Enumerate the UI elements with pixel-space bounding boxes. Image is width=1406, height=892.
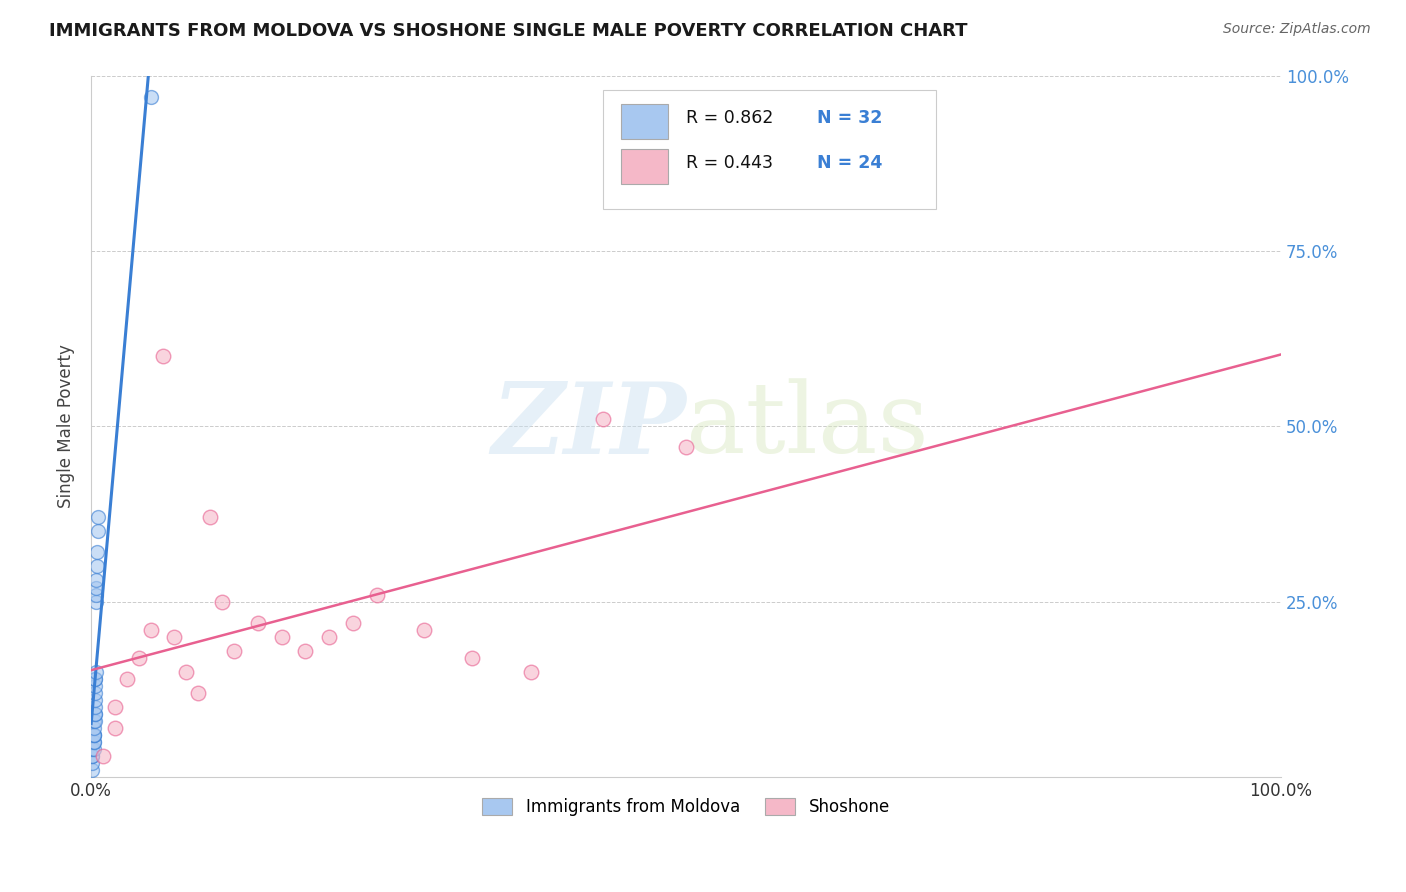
Text: IMMIGRANTS FROM MOLDOVA VS SHOSHONE SINGLE MALE POVERTY CORRELATION CHART: IMMIGRANTS FROM MOLDOVA VS SHOSHONE SING… (49, 22, 967, 40)
Point (84, 574, 107, 588)
Point (83, 735, 105, 749)
Point (139, 623, 162, 637)
Point (83, 706, 105, 721)
Point (84, 594, 107, 608)
Point (82, 763, 104, 777)
Point (91, 748, 114, 763)
Point (84, 581, 107, 595)
Point (86, 559, 108, 574)
FancyBboxPatch shape (620, 149, 668, 185)
Point (83, 721, 105, 735)
Point (198, 510, 221, 524)
Point (176, 665, 198, 679)
Text: N = 24: N = 24 (817, 154, 883, 172)
Point (83, 672, 105, 686)
Point (128, 650, 150, 665)
FancyBboxPatch shape (620, 103, 668, 138)
Point (318, 630, 340, 644)
Point (675, 440, 697, 454)
Point (84, 587, 107, 601)
Point (83, 741, 105, 756)
Point (83, 728, 105, 742)
Point (83, 728, 105, 742)
Point (366, 587, 388, 601)
Point (83, 735, 105, 749)
Point (86, 545, 108, 559)
Point (104, 721, 127, 735)
Point (82, 756, 104, 770)
Y-axis label: Single Male Poverty: Single Male Poverty (58, 344, 75, 508)
Point (187, 686, 209, 700)
Text: Source: ZipAtlas.com: Source: ZipAtlas.com (1223, 22, 1371, 37)
Point (163, 630, 186, 644)
Text: R = 0.862: R = 0.862 (686, 109, 773, 127)
Point (83, 714, 105, 728)
Point (83, 706, 105, 721)
Point (83, 699, 105, 714)
Point (83, 686, 105, 700)
Point (592, 412, 614, 426)
Point (152, 349, 174, 363)
Point (270, 630, 292, 644)
Point (83, 714, 105, 728)
Point (82, 741, 104, 756)
Point (87, 524, 110, 539)
Point (115, 672, 138, 686)
Point (461, 650, 484, 665)
Point (294, 643, 316, 657)
Point (342, 615, 364, 630)
Legend: Immigrants from Moldova, Shoshone: Immigrants from Moldova, Shoshone (474, 789, 898, 824)
Point (84, 665, 107, 679)
Text: atlas: atlas (686, 378, 929, 474)
Point (104, 699, 127, 714)
Point (413, 623, 436, 637)
Text: ZIP: ZIP (491, 378, 686, 475)
Point (211, 594, 233, 608)
Point (83, 728, 105, 742)
FancyBboxPatch shape (603, 89, 936, 209)
Point (520, 665, 543, 679)
Point (83, 692, 105, 706)
Point (82, 748, 104, 763)
Point (87, 510, 110, 524)
Point (222, 643, 245, 657)
Point (139, 89, 162, 103)
Text: R = 0.443: R = 0.443 (686, 154, 773, 172)
Text: N = 32: N = 32 (817, 109, 883, 127)
Point (83, 679, 105, 693)
Point (83, 672, 105, 686)
Point (82, 748, 104, 763)
Point (246, 615, 269, 630)
